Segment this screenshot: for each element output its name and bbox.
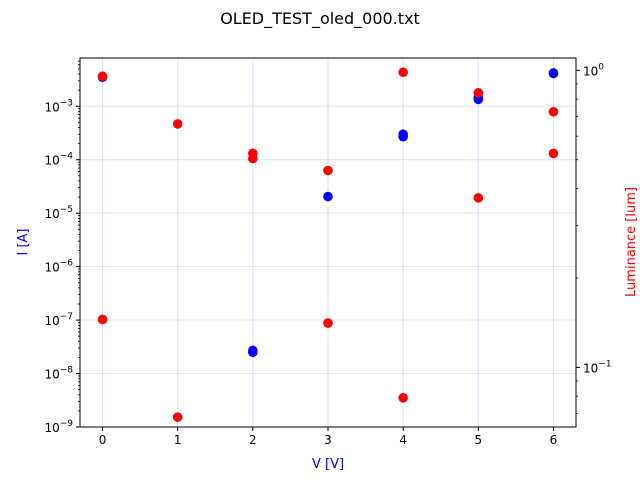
x-tick-label: 2 <box>249 433 257 447</box>
tick-base: 10 <box>44 261 59 275</box>
tick-exponent: −8 <box>60 366 74 376</box>
luminance-data-point <box>172 412 183 422</box>
tick-exponent: −1 <box>598 359 611 369</box>
tick-base: 10 <box>44 154 59 168</box>
luminance-data-point <box>97 71 108 82</box>
luminance-data-point <box>548 106 559 117</box>
current-data-point <box>248 347 258 358</box>
y-left-tick-label: 10−7 <box>44 312 73 328</box>
x-tick-label: 0 <box>99 433 107 447</box>
tick-base: 10 <box>583 64 598 78</box>
luminance-data-point <box>473 193 484 203</box>
tick-exponent: −4 <box>60 152 74 162</box>
tick-layer: 0 1 2 3 4 5 610−910−810−710−610−510−410−310010… <box>44 62 611 447</box>
tick-exponent: −7 <box>60 312 73 322</box>
tick-base: 10 <box>583 361 598 375</box>
luminance-data-point <box>172 119 183 129</box>
tick-base: 10 <box>44 368 59 382</box>
x-tick-label: 6 <box>550 433 558 447</box>
tick-exponent: 0 <box>598 62 604 72</box>
x-tick-label: 4 <box>399 433 407 447</box>
tick-exponent: −9 <box>60 419 74 429</box>
grid-layer <box>80 58 576 428</box>
minor-tick-layer <box>78 60 578 414</box>
y-right-tick-label: 10−1 <box>583 359 612 375</box>
y-left-tick-label: 10−8 <box>44 366 73 382</box>
luminance-data-point <box>97 314 108 325</box>
tick-base: 10 <box>44 207 59 221</box>
luminance-data-point <box>398 393 408 403</box>
x-tick-label: 5 <box>474 433 482 447</box>
tick-exponent: −6 <box>60 259 74 269</box>
luminance-data-point <box>323 165 333 176</box>
data-point-layer <box>97 67 559 422</box>
y-left-tick-label: 10−6 <box>44 259 73 275</box>
tick-base: 10 <box>44 314 59 328</box>
x-axis-label: V [V] <box>312 457 344 472</box>
current-data-point <box>548 68 559 79</box>
chart-title: OLED_TEST_oled_000.txt <box>220 9 420 29</box>
tick-base: 10 <box>44 421 59 435</box>
tick-base: 10 <box>44 100 59 114</box>
x-tick-label: 3 <box>324 433 332 447</box>
tick-exponent: −3 <box>60 98 73 108</box>
y-axis-label-right: Luminance [lum] <box>624 187 639 297</box>
y-right-tick-label: 100 <box>583 62 604 78</box>
tick-exponent: −5 <box>60 205 73 215</box>
luminance-data-point <box>548 148 559 159</box>
y-left-tick-label: 10−5 <box>44 205 73 221</box>
y-left-tick-label: 10−4 <box>44 152 73 168</box>
current-data-point <box>323 191 333 202</box>
luminance-data-point <box>248 153 258 164</box>
luminance-data-point <box>398 67 408 78</box>
y-axis-label-left: I [A] <box>16 228 31 255</box>
luminance-data-point <box>323 318 333 328</box>
x-tick-label: 1 <box>174 433 182 447</box>
y-left-tick-label: 10−9 <box>44 419 73 435</box>
current-data-point <box>398 131 408 142</box>
luminance-data-point <box>473 87 484 98</box>
y-left-tick-label: 10−3 <box>44 98 73 114</box>
